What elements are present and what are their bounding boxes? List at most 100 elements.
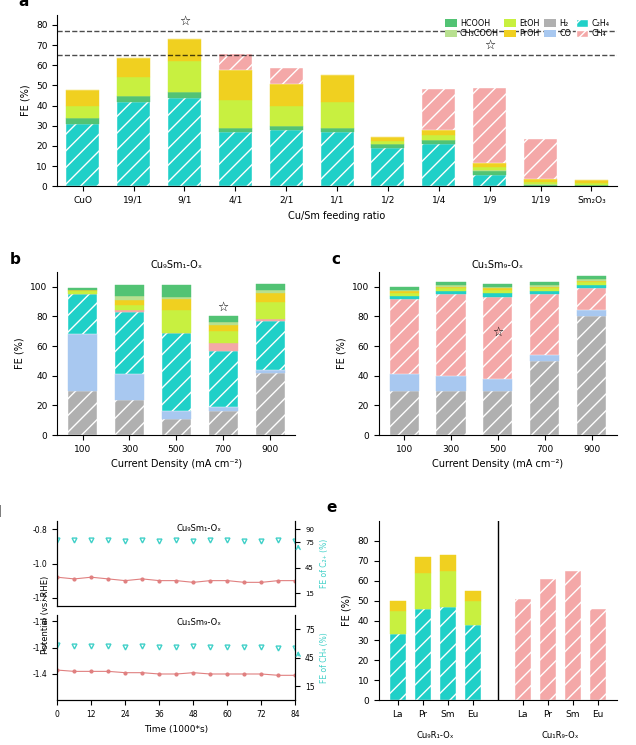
Bar [524, 180, 557, 183]
Bar [162, 411, 191, 419]
Bar [436, 375, 466, 390]
Bar [530, 291, 559, 294]
Bar [162, 299, 191, 311]
Bar [577, 276, 606, 279]
Bar [575, 180, 608, 183]
Bar [390, 390, 418, 435]
Y-axis label: FE of C₂₊ (%): FE of C₂₊ (%) [320, 539, 329, 588]
Bar [515, 598, 531, 700]
Bar [66, 90, 99, 106]
Bar [68, 335, 97, 390]
Bar [321, 75, 354, 101]
Bar [436, 390, 466, 435]
Bar [465, 600, 481, 624]
Bar [209, 351, 238, 407]
Bar [256, 370, 284, 372]
Bar [209, 411, 238, 435]
Bar [256, 372, 284, 435]
Bar [219, 132, 252, 186]
Bar [483, 288, 513, 290]
Bar [390, 635, 406, 700]
Bar [115, 312, 144, 374]
Text: ☆: ☆ [218, 300, 229, 314]
Bar [524, 184, 557, 186]
Bar [436, 288, 466, 291]
Y-axis label: FE (%): FE (%) [20, 85, 31, 116]
Bar [436, 282, 466, 285]
Bar [162, 297, 191, 299]
Y-axis label: FE (%): FE (%) [15, 337, 25, 370]
Bar [209, 326, 238, 332]
Bar [436, 287, 466, 288]
Bar [483, 390, 513, 435]
X-axis label: Current Density (mA cm⁻²): Current Density (mA cm⁻²) [432, 460, 563, 469]
Bar [115, 285, 144, 296]
Bar [577, 281, 606, 282]
Bar [436, 285, 466, 287]
Bar [270, 69, 303, 84]
Y-axis label: FE of CH₄ (%): FE of CH₄ (%) [321, 633, 329, 683]
Bar [66, 106, 99, 118]
Bar [219, 128, 252, 132]
Bar [168, 61, 201, 92]
Y-axis label: FE (%): FE (%) [336, 337, 346, 370]
Bar [530, 294, 559, 355]
Bar [68, 390, 97, 435]
Bar [530, 282, 559, 285]
Bar [270, 130, 303, 186]
Bar [66, 118, 99, 124]
Bar [321, 132, 354, 186]
Bar [256, 321, 284, 370]
Bar [465, 591, 481, 600]
Bar [390, 287, 418, 290]
Bar [209, 343, 238, 351]
Text: Cu₉Sm₁-Oₓ: Cu₉Sm₁-Oₓ [176, 524, 221, 533]
Bar [415, 609, 431, 700]
Bar [422, 140, 455, 144]
Title: Cu₁Sm₉-Oₓ: Cu₁Sm₉-Oₓ [472, 260, 524, 270]
Bar [390, 374, 418, 390]
Bar [483, 293, 513, 297]
Bar [390, 611, 406, 635]
Bar [117, 95, 150, 101]
Bar [436, 291, 466, 294]
Y-axis label: FE (%): FE (%) [342, 595, 352, 627]
Legend: HCOOH, CH₃COOH, EtOH, PrOH, H₂, CO, C₂H₄, CH₄: HCOOH, CH₃COOH, EtOH, PrOH, H₂, CO, C₂H₄… [441, 16, 613, 42]
Bar [524, 139, 557, 180]
Bar [162, 311, 191, 333]
Bar [68, 294, 97, 335]
Bar [415, 557, 431, 573]
Bar [219, 100, 252, 128]
Bar [256, 293, 284, 302]
Bar [117, 101, 150, 186]
Bar [439, 571, 456, 606]
Bar [270, 84, 303, 106]
Bar [219, 54, 252, 70]
Title: Cu₉Sm₁-Oₓ: Cu₉Sm₁-Oₓ [150, 260, 202, 270]
Bar [439, 555, 456, 571]
Bar [390, 600, 406, 611]
Bar [115, 311, 144, 312]
Bar [483, 378, 513, 390]
Bar [371, 141, 404, 144]
Bar [256, 284, 284, 290]
Bar [390, 293, 418, 296]
Bar [483, 287, 513, 288]
Bar [68, 290, 97, 291]
Bar [422, 130, 455, 135]
Bar [422, 89, 455, 130]
X-axis label: Time (1000*s): Time (1000*s) [144, 725, 209, 734]
Bar [162, 419, 191, 435]
Bar [483, 297, 513, 378]
Text: ☆: ☆ [492, 326, 504, 339]
Bar [577, 288, 606, 311]
Text: Potential (vs. RHE): Potential (vs. RHE) [41, 575, 50, 654]
Bar [66, 124, 99, 186]
Bar [524, 183, 557, 184]
Bar [256, 320, 284, 321]
Bar [575, 183, 608, 186]
X-axis label: Current Density (mA cm⁻²): Current Density (mA cm⁻²) [111, 460, 242, 469]
Bar [422, 144, 455, 186]
Bar [590, 609, 606, 700]
Bar [68, 288, 97, 290]
